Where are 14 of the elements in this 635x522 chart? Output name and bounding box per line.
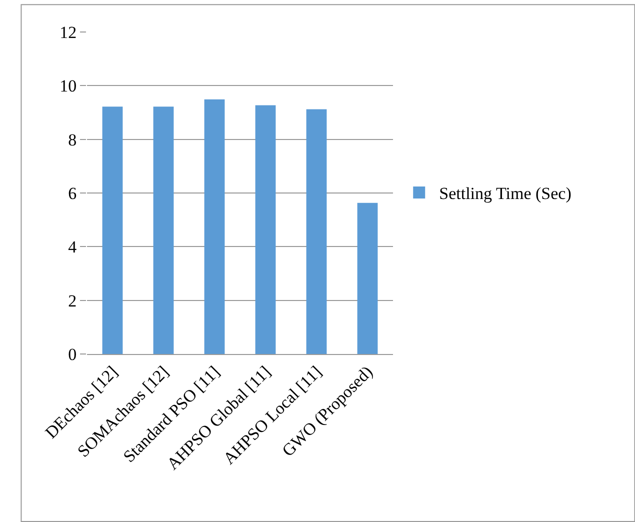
y-tick-label: 8 bbox=[68, 130, 77, 150]
bar bbox=[255, 105, 276, 354]
y-tick-label: 12 bbox=[60, 22, 77, 42]
bar bbox=[306, 109, 327, 354]
bar bbox=[102, 106, 123, 354]
y-tick-label: 6 bbox=[68, 184, 77, 203]
legend-label: Settling Time (Sec) bbox=[439, 184, 572, 204]
y-tick-label: 2 bbox=[68, 291, 77, 310]
bar bbox=[153, 106, 174, 354]
y-tick-label: 4 bbox=[68, 238, 78, 257]
bar bbox=[204, 99, 225, 354]
y-tick-label: 10 bbox=[60, 76, 77, 96]
y-tick-label: 0 bbox=[68, 344, 77, 364]
bar bbox=[357, 202, 378, 354]
